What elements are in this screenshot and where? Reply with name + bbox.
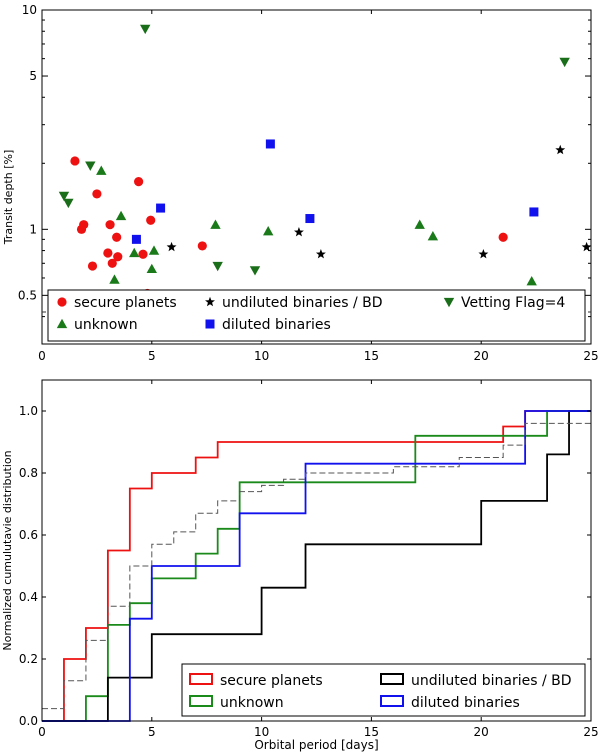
bottom-x-tick-label: 20 <box>474 725 489 739</box>
bottom-legend-box <box>181 663 586 717</box>
bottom-x-tick-label: 5 <box>148 725 156 739</box>
point-secure <box>113 252 123 262</box>
legend-marker-vetting <box>443 297 455 308</box>
legend-swatch-diluted <box>380 695 404 707</box>
top-y-tick-label: 10 <box>22 3 37 17</box>
legend-marker-diluted <box>205 319 215 329</box>
legend-label-undiluted: undiluted binaries / BD <box>222 295 383 311</box>
legend-label-undiluted: undiluted binaries / BD <box>411 673 572 689</box>
point-unknown <box>96 165 107 175</box>
top-x-tick-label: 20 <box>474 349 489 363</box>
point-undiluted <box>166 241 177 252</box>
point-unknown <box>210 219 221 229</box>
point-vetting <box>58 191 70 202</box>
point-secure <box>112 232 122 242</box>
bottom-x-tick-label: 10 <box>254 725 269 739</box>
top-x-tick-label: 25 <box>583 349 598 363</box>
point-vetting <box>85 161 96 171</box>
top-y-tick-label: 0.5 <box>18 288 37 302</box>
step-line-all <box>42 411 592 710</box>
point-secure <box>107 258 117 268</box>
bottom-y-axis-label: Normalized cumulutavie distribution <box>1 450 14 650</box>
top-x-tick-label: 0 <box>38 349 46 363</box>
bottom-y-tick-label: 1.0 <box>19 404 38 418</box>
legend-marker-undiluted <box>205 296 215 307</box>
point-diluted <box>265 139 275 149</box>
legend-label-diluted: diluted binaries <box>411 695 520 711</box>
point-diluted <box>131 234 141 244</box>
point-unknown <box>109 274 120 284</box>
top-y-tick-label: 5 <box>29 69 37 83</box>
point-undiluted <box>478 249 489 259</box>
point-diluted <box>156 203 166 213</box>
legend-label-diluted: diluted binaries <box>222 317 331 333</box>
point-secure <box>146 215 156 225</box>
legend-label-vetting: Vetting Flag=4 <box>461 295 565 311</box>
bottom-y-tick-label: 0.8 <box>19 466 38 480</box>
point-vetting <box>212 261 223 272</box>
point-secure <box>197 241 207 251</box>
top-y-tick-label: 1 <box>29 222 37 236</box>
point-diluted <box>529 207 539 217</box>
top-y-axis-label: Transit depth [%] <box>2 150 15 245</box>
top-x-tick-label: 10 <box>254 349 269 363</box>
point-secure <box>138 249 148 259</box>
point-unknown <box>526 276 537 286</box>
point-undiluted <box>581 241 592 252</box>
bottom-y-tick-label: 0.4 <box>19 590 38 604</box>
point-secure <box>87 261 98 271</box>
point-secure <box>70 156 80 166</box>
point-unknown <box>115 210 127 221</box>
top-axes-frame <box>41 9 592 345</box>
top-legend-box <box>47 289 586 342</box>
legend-swatch-secure <box>189 673 213 685</box>
point-secure <box>79 220 89 230</box>
point-secure <box>105 220 115 230</box>
bottom-cumulative-plot: 0 5 10 15 20 25 0.0 0.2 0.4 0.6 0.8 1.0 Orbital peri… <box>1 379 599 752</box>
bottom-axes-frame <box>41 379 592 722</box>
legend-marker-secure <box>57 297 67 307</box>
point-unknown <box>262 226 274 236</box>
legend-label-unknown: unknown <box>220 695 284 711</box>
point-vetting <box>140 24 151 35</box>
point-unknown <box>129 247 140 258</box>
bottom-x-tick-label: 0 <box>38 725 46 739</box>
point-secure <box>103 248 113 258</box>
point-vetting <box>559 57 570 68</box>
step-line-unknown <box>42 410 591 722</box>
bottom-y-tick-label: 0.6 <box>19 528 38 542</box>
point-vetting <box>249 266 261 276</box>
point-diluted <box>305 214 315 224</box>
point-secure <box>498 232 508 242</box>
point-undiluted <box>315 249 326 259</box>
bottom-x-axis-label: Orbital period [days] <box>254 738 378 752</box>
point-unknown <box>146 263 157 274</box>
legend-label-unknown: unknown <box>74 317 138 333</box>
point-vetting <box>63 198 74 209</box>
legend-swatch-undiluted <box>380 673 404 685</box>
point-secure <box>134 177 144 187</box>
point-unknown <box>414 219 425 229</box>
legend-label-secure: secure planets <box>220 673 323 689</box>
step-line-diluted <box>42 410 591 722</box>
top-x-tick-label: 15 <box>364 349 379 363</box>
legend-swatch-unknown <box>189 695 213 707</box>
top-x-tick-label: 5 <box>148 349 156 363</box>
point-unknown <box>148 245 160 255</box>
point-secure <box>92 189 102 199</box>
legend-marker-unknown <box>56 318 68 329</box>
bottom-x-tick-label: 25 <box>583 725 598 739</box>
point-undiluted <box>293 227 304 237</box>
point-unknown <box>427 231 439 241</box>
bottom-y-tick-label: 0.2 <box>19 652 38 666</box>
point-undiluted <box>555 144 566 155</box>
bottom-y-tick-label: 0.0 <box>19 714 38 728</box>
bottom-x-tick-label: 15 <box>364 725 379 739</box>
legend-label-secure: secure planets <box>74 295 177 311</box>
